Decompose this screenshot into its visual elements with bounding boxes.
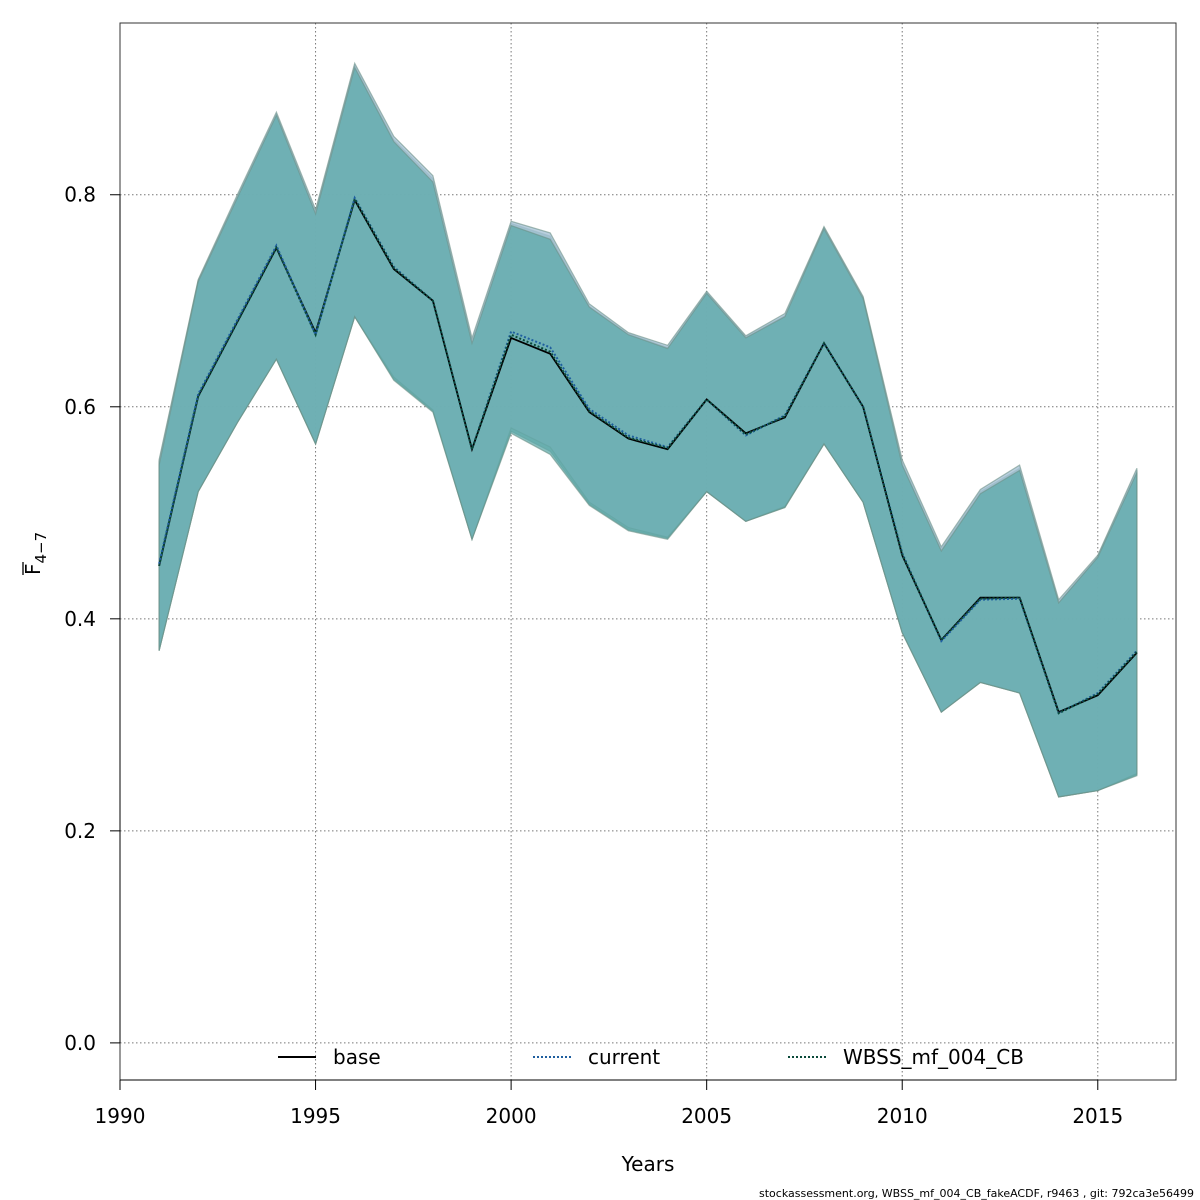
legend-item-WBSS_mf_004_CB: WBSS_mf_004_CB xyxy=(788,1045,1024,1069)
y-tick-label-0.6: 0.6 xyxy=(64,395,96,419)
legend-item-base: base xyxy=(278,1045,381,1069)
x-tick-label-2015: 2015 xyxy=(1072,1104,1123,1128)
x-tick-label-2005: 2005 xyxy=(681,1104,732,1128)
line-WBSS_mf_004_CB xyxy=(158,196,1138,715)
legend-label-current: current xyxy=(588,1045,660,1069)
x-tick-label-2000: 2000 xyxy=(486,1104,537,1128)
legend: base current WBSS_mf_004_CB xyxy=(278,1045,1024,1069)
x-axis-ticks: 1990 1995 2000 2005 2010 2015 xyxy=(95,1079,1123,1128)
y-tick-label-0.2: 0.2 xyxy=(64,819,96,843)
legend-label-WBSS_mf_004_CB: WBSS_mf_004_CB xyxy=(843,1045,1024,1069)
y-axis-title-main: F xyxy=(21,563,45,575)
x-axis-title: Years xyxy=(621,1152,675,1176)
y-axis-ticks: 0.0 0.2 0.4 0.6 0.8 xyxy=(64,183,121,1055)
x-tick-label-2010: 2010 xyxy=(877,1104,928,1128)
y-tick-label-0.0: 0.0 xyxy=(64,1031,96,1055)
legend-label-base: base xyxy=(333,1045,381,1069)
x-tick-label-1990: 1990 xyxy=(95,1104,146,1128)
x-tick-label-1995: 1995 xyxy=(290,1104,341,1128)
line-current xyxy=(158,195,1138,715)
confidence-bands xyxy=(158,61,1138,798)
y-tick-label-0.4: 0.4 xyxy=(64,607,96,631)
band-base xyxy=(158,65,1138,798)
y-tick-label-0.8: 0.8 xyxy=(64,183,96,207)
footer-caption: stockassessment.org, WBSS_mf_004_CB_fake… xyxy=(759,1187,1194,1200)
svg-text:F4−7: F4−7 xyxy=(21,532,50,575)
y-axis-title: F4−7 xyxy=(21,532,50,575)
series-lines xyxy=(158,195,1138,715)
y-axis-title-subscript: 4−7 xyxy=(32,532,50,564)
legend-item-current: current xyxy=(533,1045,660,1069)
